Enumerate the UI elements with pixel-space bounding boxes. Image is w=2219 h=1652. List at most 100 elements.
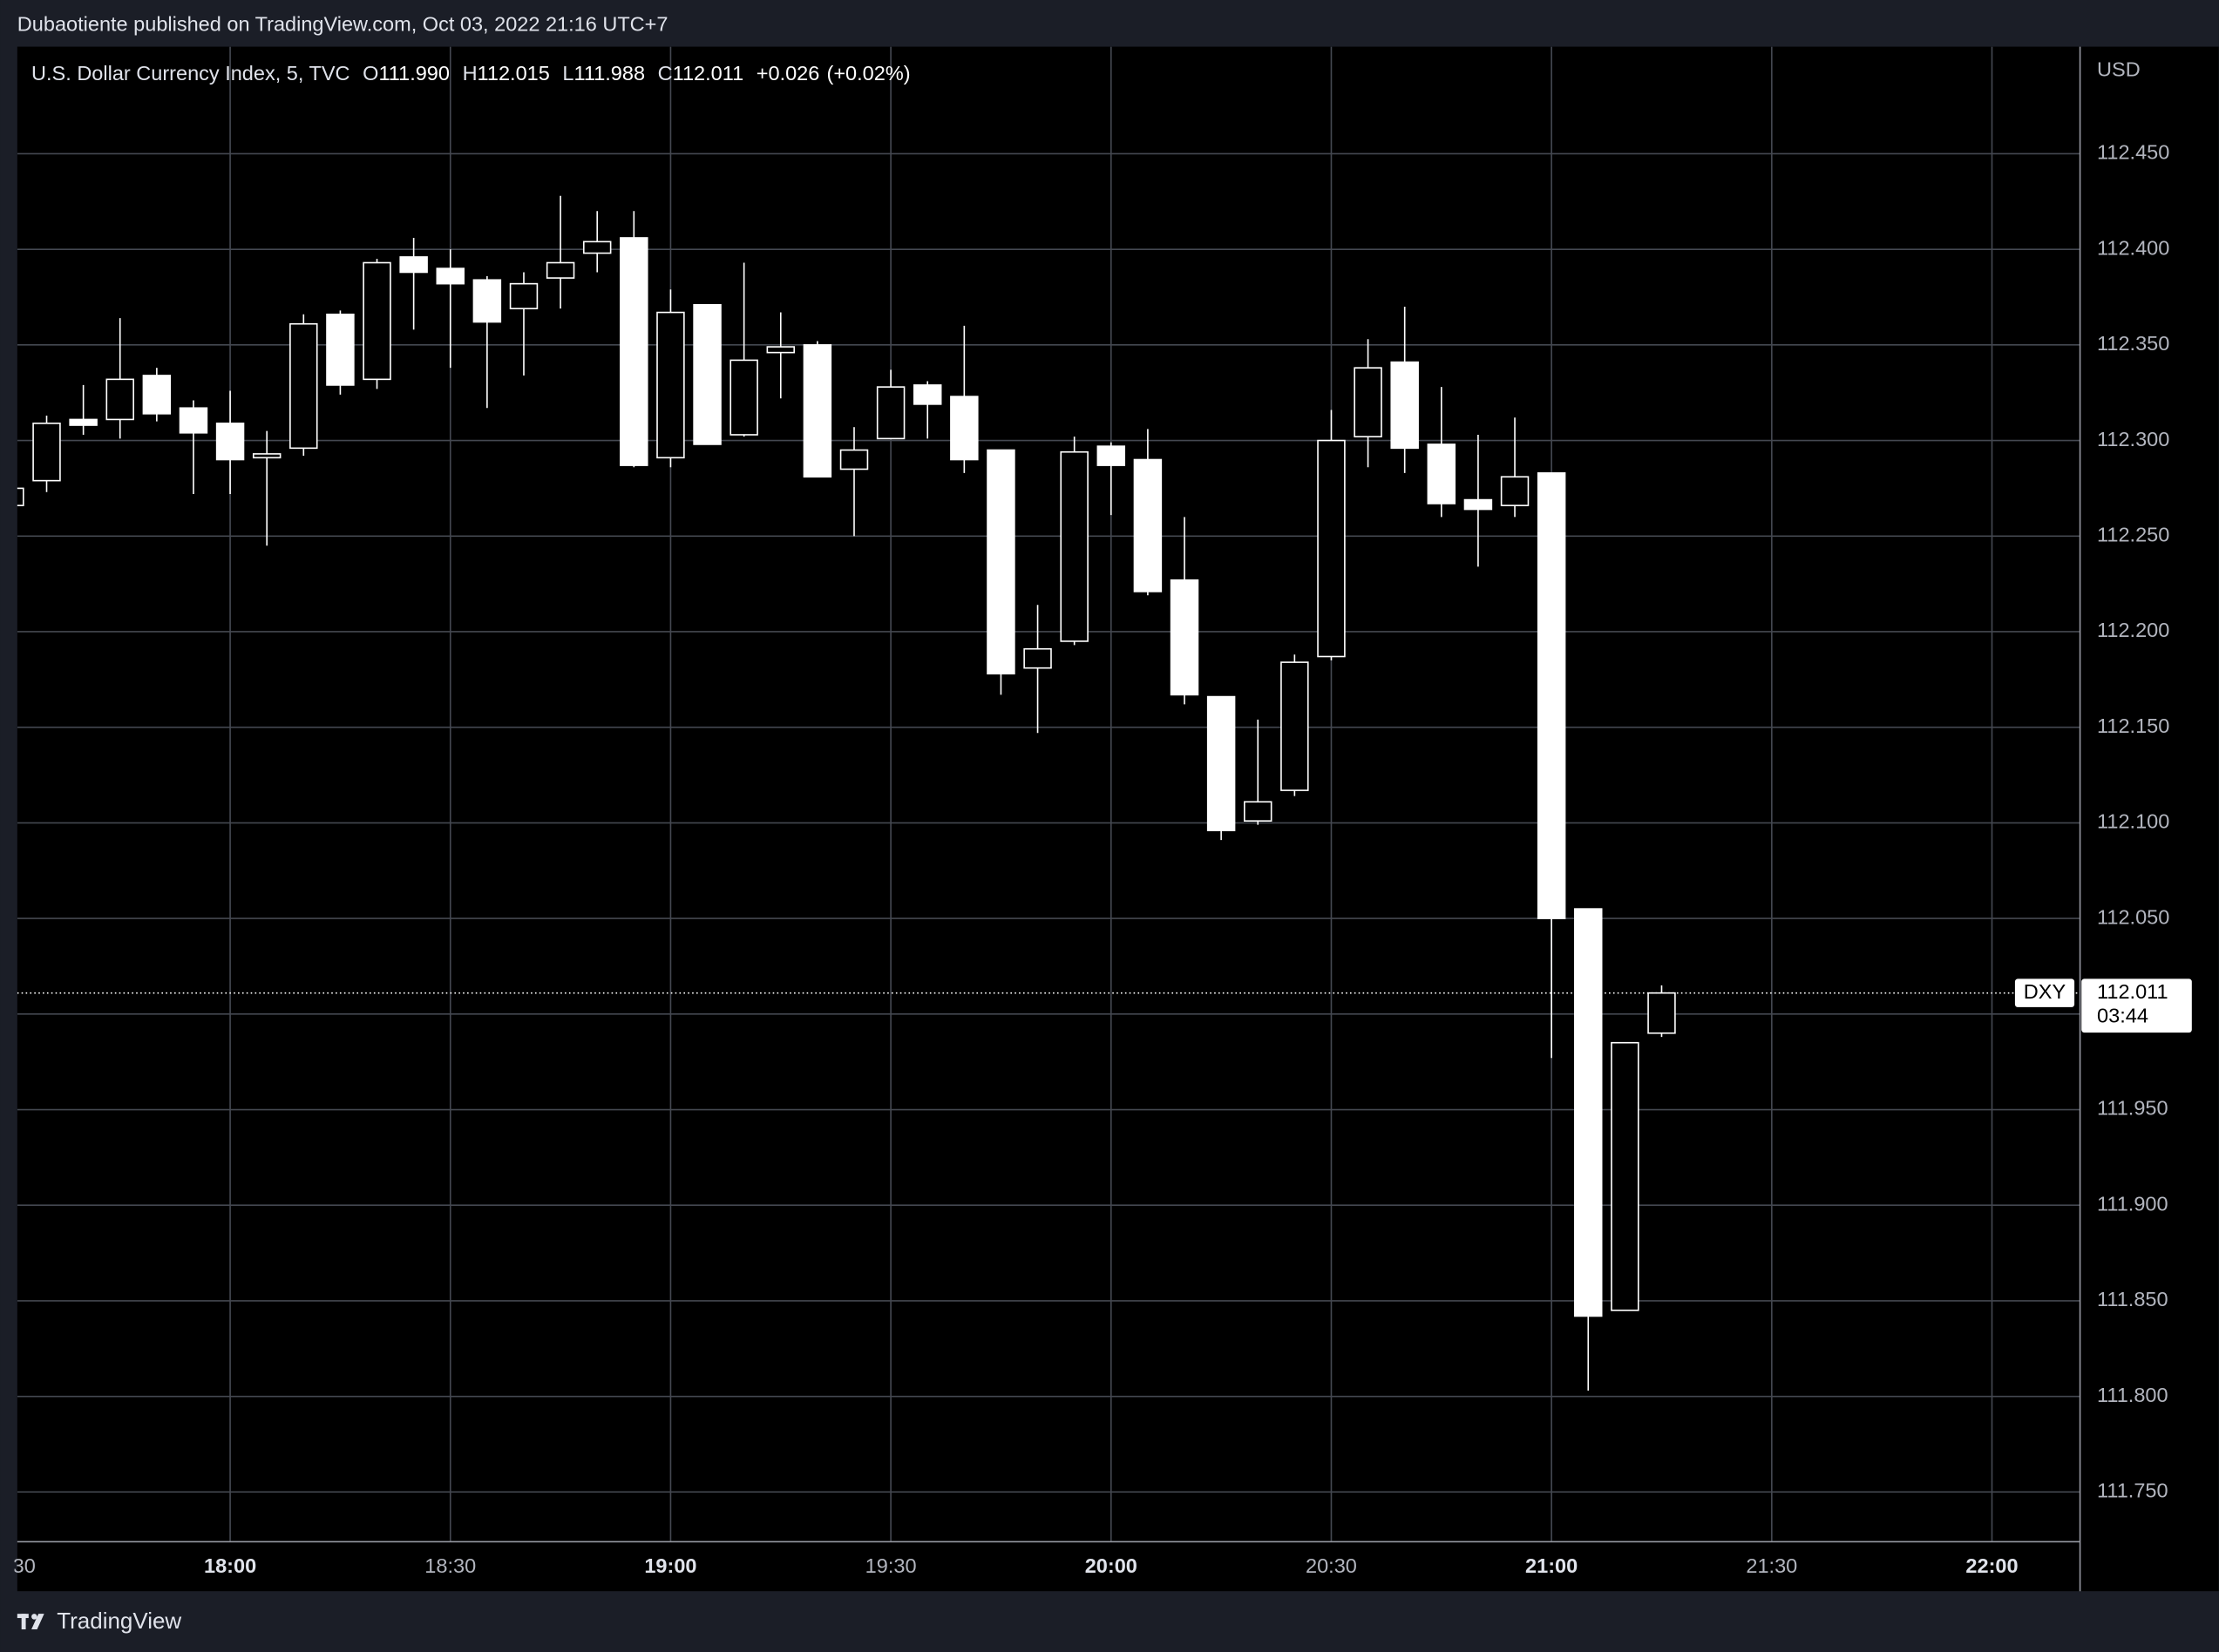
x-tick-label: 21:30 bbox=[1746, 1554, 1797, 1577]
y-tick-label: 112.300 bbox=[2097, 428, 2169, 450]
legend-key: H bbox=[463, 62, 478, 85]
x-tick-label: 19:30 bbox=[865, 1554, 917, 1577]
y-tick-label: 111.950 bbox=[2097, 1097, 2168, 1120]
candle-body bbox=[1390, 361, 1419, 450]
plot bbox=[17, 46, 2080, 1542]
y-tick-label: 112.150 bbox=[2097, 714, 2169, 737]
candle-body bbox=[1023, 647, 1052, 669]
candle-body bbox=[876, 386, 906, 440]
candle-body bbox=[436, 267, 465, 285]
chart-area bbox=[17, 46, 2219, 1592]
candle-body bbox=[656, 311, 685, 459]
candle-body bbox=[803, 344, 832, 478]
symbol-tag-box bbox=[2014, 978, 2075, 1007]
y-tick-label: 112.450 bbox=[2097, 141, 2169, 164]
candle-body bbox=[1244, 801, 1272, 823]
x-tick-label: 18:00 bbox=[204, 1554, 256, 1577]
candle-body bbox=[766, 346, 796, 354]
candle-body bbox=[105, 378, 134, 421]
candle-body bbox=[1574, 908, 1603, 1317]
candle-body bbox=[950, 396, 979, 461]
candle-body bbox=[472, 279, 502, 323]
legend-key: C bbox=[658, 62, 673, 85]
legend-key: L bbox=[562, 62, 573, 85]
y-tick-label: 111.800 bbox=[2097, 1384, 2168, 1406]
candle-body bbox=[179, 407, 208, 434]
x-tick-label: 17:30 bbox=[0, 1554, 36, 1577]
y-tick-label: 112.050 bbox=[2097, 905, 2169, 928]
y-tick-label: 111.850 bbox=[2097, 1288, 2168, 1310]
y-tick-label: 111.750 bbox=[2097, 1479, 2168, 1502]
candle-body bbox=[1647, 992, 1676, 1034]
candle-body bbox=[17, 487, 24, 506]
candle-body bbox=[363, 261, 391, 381]
candle-body bbox=[69, 418, 98, 426]
logo-part bbox=[31, 1614, 37, 1620]
publisher: Dubaotiente published on TradingView.com… bbox=[17, 12, 668, 35]
legend-value: 111.988 bbox=[574, 62, 646, 85]
candle-body bbox=[509, 282, 539, 309]
y-tick-label: 112.200 bbox=[2097, 619, 2169, 641]
candle-body bbox=[987, 449, 1015, 675]
candle-body bbox=[1354, 367, 1382, 437]
legend-value: 112.011 bbox=[673, 62, 744, 85]
candle-body bbox=[1463, 498, 1493, 511]
candle-body bbox=[289, 322, 318, 450]
legend-value: 111.990 bbox=[378, 62, 450, 85]
x-tick-label: 20:30 bbox=[1306, 1554, 1357, 1577]
candle-body bbox=[729, 359, 758, 436]
candle-body bbox=[32, 423, 61, 482]
symbol-tag: DXY bbox=[2024, 980, 2066, 1003]
candle-body bbox=[1096, 445, 1126, 466]
legend-title: U.S. Dollar Currency Index, 5, TVC bbox=[31, 62, 350, 85]
price-axis: 111.750 111.800 111.850 111.900 111.950 112.0… bbox=[2097, 58, 2169, 1501]
x-tick-label: 18:30 bbox=[424, 1554, 476, 1577]
candle-body bbox=[620, 237, 648, 466]
legend-change-pct: (+0.02%) bbox=[826, 62, 910, 85]
time-axis: 17:30 18:00 18:30 19:00 19:30 20:00 20:30 21:00… bbox=[0, 1554, 2019, 1577]
candle-body bbox=[546, 261, 575, 279]
x-tick-label: 22:00 bbox=[1965, 1554, 2018, 1577]
candle-body bbox=[215, 423, 245, 461]
countdown: 03:44 bbox=[2097, 1004, 2148, 1026]
candle-body bbox=[1500, 476, 1530, 506]
brand-logo bbox=[17, 1614, 44, 1630]
currency-label: USD bbox=[2097, 58, 2141, 80]
legend-row: U.S. Dollar Currency Index, 5, TVC O111.9… bbox=[31, 62, 911, 85]
x-tick-label: 20:00 bbox=[1085, 1554, 1137, 1577]
x-tick-label: 19:00 bbox=[644, 1554, 696, 1577]
candle-body bbox=[399, 256, 428, 274]
x-tick-label: 21:00 bbox=[1525, 1554, 1578, 1577]
y-tick-label: 112.250 bbox=[2097, 523, 2169, 545]
candle-body bbox=[1537, 472, 1566, 919]
candle-body bbox=[1280, 661, 1309, 791]
legend-value: 112.015 bbox=[478, 62, 550, 85]
candle-body bbox=[1133, 458, 1163, 592]
y-tick-label: 111.900 bbox=[2097, 1192, 2168, 1215]
candle-body bbox=[913, 384, 942, 405]
candle-body bbox=[1060, 450, 1089, 642]
candle-body bbox=[1427, 443, 1456, 504]
legend-key: O bbox=[363, 62, 378, 85]
candle-body bbox=[1611, 1041, 1639, 1311]
candle-body bbox=[142, 375, 172, 415]
candle-body bbox=[1170, 579, 1199, 696]
logo-part bbox=[31, 1614, 44, 1630]
candle-body bbox=[1206, 695, 1236, 831]
legend-change: +0.026 bbox=[757, 62, 820, 85]
last-price-box bbox=[2081, 978, 2192, 1033]
candle-body bbox=[582, 240, 612, 254]
legend: U.S. Dollar Currency Index, 5, TVC O111.9… bbox=[31, 62, 911, 85]
candle-body bbox=[252, 453, 282, 459]
candle-body bbox=[839, 449, 869, 471]
y-tick-label: 112.400 bbox=[2097, 236, 2169, 259]
candle-body bbox=[1317, 439, 1346, 658]
y-tick-label: 112.350 bbox=[2097, 332, 2169, 355]
candle-body bbox=[693, 303, 722, 445]
brand-name: TradingView bbox=[57, 1608, 181, 1634]
last-price-label: 112.011 bbox=[2097, 980, 2168, 1003]
candle-body bbox=[326, 313, 355, 386]
y-tick-label: 112.100 bbox=[2097, 810, 2169, 833]
